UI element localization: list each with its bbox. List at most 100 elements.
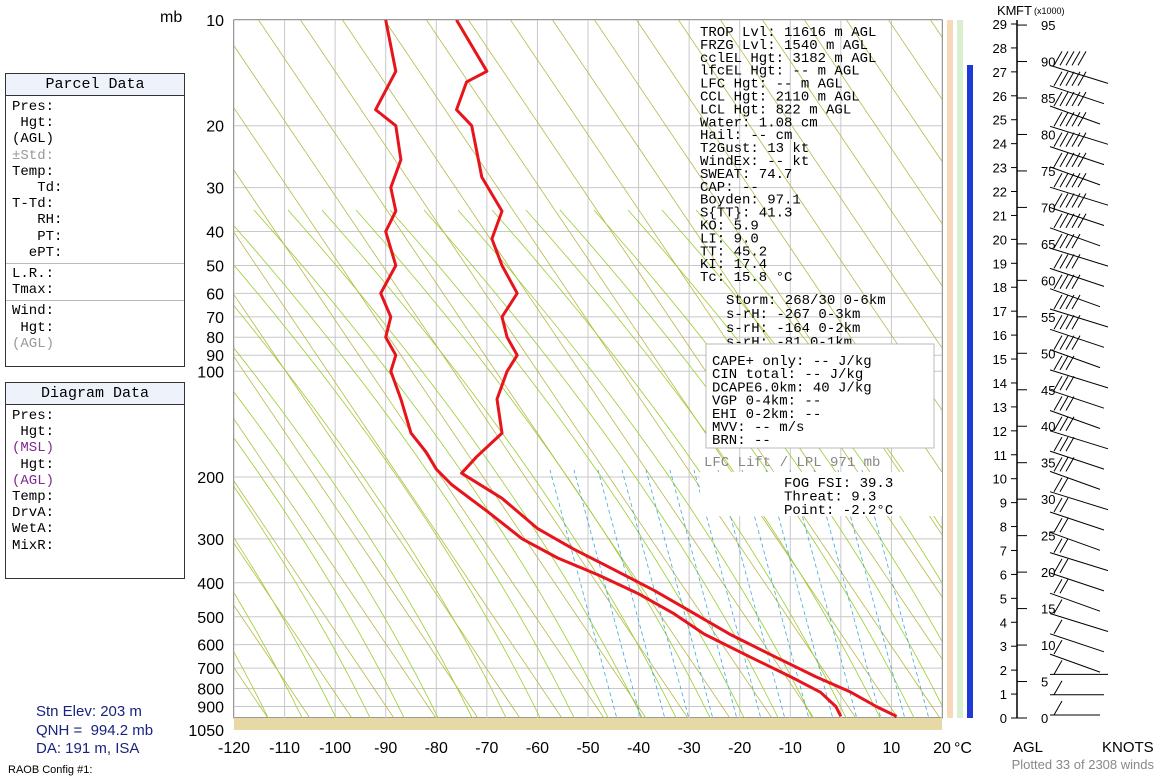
wind-barb	[1049, 653, 1101, 673]
moist-adiabat	[234, 537, 337, 718]
fog-line: FOG FSI: 39.3	[784, 476, 893, 492]
km-label: 7	[1000, 543, 1007, 558]
x-tick-label: -60	[526, 740, 549, 757]
wind-barb-flag	[1065, 51, 1075, 66]
wind-barb	[1049, 572, 1105, 592]
x-unit-label: °C	[954, 740, 972, 757]
parcel-row: ePT:	[12, 244, 63, 261]
wind-barb-flag	[1059, 375, 1069, 391]
wind-barb-flag	[1059, 355, 1069, 371]
diagram-row: WetA:	[12, 521, 55, 538]
ft-label: 10	[1041, 638, 1055, 653]
km-label: 14	[993, 376, 1007, 391]
index-line: Water: 1.08 cm	[700, 115, 818, 131]
wind-barb-flag	[1053, 375, 1063, 391]
wind-barb-flag	[1059, 91, 1069, 107]
wind-barb-flag	[1053, 213, 1063, 229]
moist-adiabat	[234, 347, 473, 718]
wind-barb-flag	[1071, 91, 1081, 107]
wind-barb	[1049, 450, 1105, 470]
wind-barb-flag	[1053, 436, 1063, 452]
wind-axis-label: FT	[1016, 3, 1032, 18]
p-tick-label: 40	[206, 224, 224, 241]
wind-barb-flag	[1059, 558, 1069, 574]
diagram-row: DrvA:	[12, 505, 55, 522]
wind-barb-flag	[1071, 51, 1081, 66]
ft-label: 60	[1041, 273, 1055, 288]
station-qnh: QNH = 994.2 mb	[36, 722, 154, 739]
km-label: 19	[993, 256, 1007, 271]
wind-barb-flag	[1059, 152, 1069, 168]
fog-line: Point: -2.2°C	[784, 503, 893, 519]
wind-barb-flag	[1059, 213, 1069, 229]
wind-barb-flag	[1059, 233, 1069, 249]
wind-barb	[1049, 146, 1105, 166]
storm-line: s-rH: -164 0-2km	[726, 321, 860, 337]
wind-barb-flag	[1053, 355, 1063, 371]
wind-barb	[1049, 491, 1109, 511]
moisture-strip	[967, 65, 973, 718]
ft-label: 15	[1041, 602, 1055, 617]
km-label: 0	[1000, 711, 1007, 726]
wind-barb-flag	[1071, 152, 1081, 168]
wind-barb-flag	[1053, 91, 1063, 107]
wind-barb	[1049, 105, 1101, 125]
index-line: LI: 9.0	[700, 231, 759, 247]
p-tick-label: 1050	[188, 723, 224, 740]
parcel-data-title: Parcel Data	[6, 74, 184, 96]
dry-adiabat	[234, 356, 479, 718]
wind-barb-flag	[1059, 396, 1069, 411]
wind-barb-flag	[1065, 71, 1075, 86]
x-tick-label: -40	[627, 740, 650, 757]
ft-label: 50	[1041, 346, 1055, 361]
wind-barb	[1049, 247, 1109, 267]
index-line: Boyden: 97.1	[700, 193, 801, 209]
dewpoint-line	[374, 20, 843, 717]
wind-barb-flag	[1071, 112, 1081, 127]
parcel-row: T-Td:	[12, 196, 55, 213]
mixing-ratio-line	[621, 469, 690, 718]
diagram-row: MixR:	[12, 537, 55, 554]
index-line: lfcEL Hgt: -- m AGL	[700, 64, 860, 80]
wind-barb	[1049, 410, 1101, 429]
wind-barb-flag	[1077, 193, 1087, 208]
parcel-data-panel: Parcel Data Pres: Hgt: (AGL) ±Std: Temp:…	[5, 73, 185, 367]
parcel-row: PT:	[12, 228, 63, 245]
wind-barb-flag	[1053, 538, 1063, 553]
dry-adiabat	[234, 107, 647, 718]
cape-line: CAPE+ only: -- J/kg	[712, 354, 872, 370]
wind-barb-flag	[1065, 335, 1075, 350]
km-label: 11	[994, 448, 1008, 463]
cape-line: DCAPE6.0km: 40 J/kg	[712, 380, 872, 396]
wind-barb-flag	[1065, 132, 1075, 147]
dry-adiabat	[234, 418, 437, 718]
wind-barb-flag	[1053, 274, 1063, 289]
x-tick-label: -50	[576, 740, 599, 757]
dry-adiabat	[762, 20, 942, 287]
x-tick-label: -20	[728, 740, 751, 757]
wind-barb-flag	[1059, 254, 1069, 269]
moist-adiabat	[389, 209, 745, 718]
ft-label: 75	[1041, 164, 1055, 179]
wind-axis-label: AGL	[1013, 739, 1043, 756]
index-line: Tc: 15.8 °C	[700, 270, 792, 286]
wind-barb	[1049, 288, 1101, 308]
diagram-row: Temp:	[12, 489, 55, 506]
cape-line: CIN total: -- J/kg	[712, 367, 863, 383]
moist-adiabat	[234, 592, 303, 718]
wind-barb-flag	[1053, 660, 1063, 675]
wind-barb-flag	[1053, 396, 1063, 411]
wind-barb-flag	[1053, 315, 1063, 330]
wind-barb	[1049, 186, 1109, 206]
wind-barb-flag	[1059, 518, 1069, 533]
wind-barb-flag	[1053, 132, 1063, 147]
wind-barb-flag	[1077, 91, 1087, 107]
ft-label: 85	[1041, 91, 1055, 106]
wind-barb	[1049, 166, 1101, 186]
index-line: FRZG Lvl: 1540 m AGL	[700, 38, 868, 54]
wind-barb-flag	[1053, 639, 1063, 655]
wind-barb	[1049, 64, 1109, 84]
wind-barb-flag	[1065, 274, 1075, 289]
x-tick-label: 20	[933, 740, 951, 757]
